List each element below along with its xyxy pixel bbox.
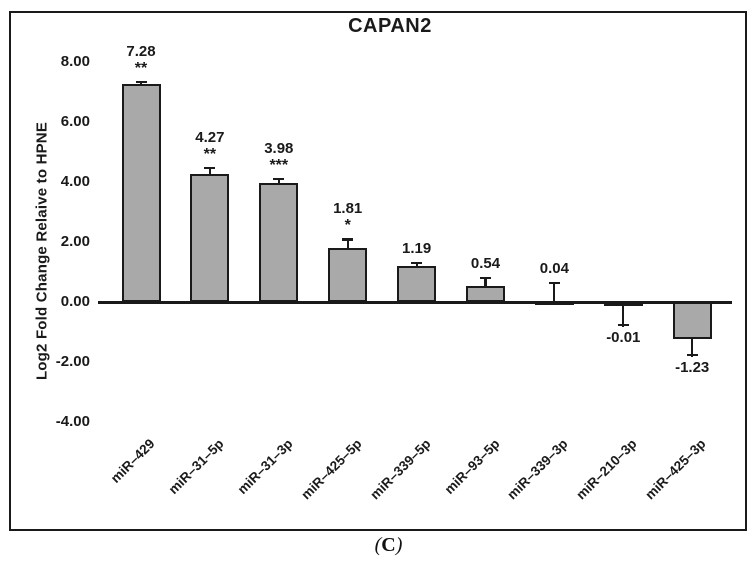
- caption-open-paren: (: [374, 534, 382, 556]
- error-bar-cap: [273, 177, 285, 180]
- bar-value-label: -1.23: [675, 359, 710, 377]
- error-bar-cap: [548, 281, 560, 284]
- error-bar-cap: [342, 238, 354, 241]
- bar-value-label: 3.98: [264, 139, 294, 157]
- y-tick-label: 6.00: [60, 113, 90, 130]
- error-bar: [553, 281, 556, 303]
- error-bar: [277, 177, 280, 185]
- bar-value-label: 7.28: [126, 43, 156, 61]
- error-bar-cap: [135, 81, 147, 84]
- bar-value-label: 1.19: [401, 239, 432, 257]
- significance-stars: ***: [269, 156, 289, 174]
- bar: [534, 300, 574, 305]
- bar-value-label: -0.01: [606, 328, 641, 346]
- y-tick-label: 4.00: [60, 173, 90, 190]
- significance-stars: **: [203, 146, 217, 164]
- chart-title: CAPAN2: [348, 15, 432, 37]
- error-bar: [208, 167, 211, 176]
- y-tick-label: 0.00: [60, 293, 90, 310]
- bar: [328, 247, 368, 302]
- error-bar: [691, 337, 694, 358]
- error-bar-cap: [480, 276, 491, 279]
- bar: [672, 302, 712, 339]
- bar: [190, 173, 230, 302]
- bar-value-label: 0.04: [539, 259, 569, 277]
- caption-close-paren: ): [395, 534, 403, 556]
- bar-value-label: 1.81: [333, 200, 363, 218]
- error-bar: [622, 301, 625, 327]
- x-axis-zero-line: [98, 301, 732, 304]
- bar: [121, 83, 161, 302]
- error-bar: [139, 81, 143, 86]
- significance-stars: *: [344, 217, 351, 235]
- y-tick-label: -2.00: [55, 353, 90, 370]
- error-bar-cap: [686, 354, 698, 357]
- y-tick-label: -4.00: [55, 413, 90, 430]
- bar-value-label: 4.27: [195, 129, 225, 147]
- y-tick-label: 2.00: [60, 233, 90, 250]
- caption-letter: C: [381, 534, 396, 556]
- y-tick-label: 8.00: [60, 53, 90, 70]
- error-bar: [346, 238, 349, 250]
- bar: [397, 266, 437, 302]
- bar-value-label: 0.54: [470, 254, 501, 272]
- bar: [466, 285, 505, 302]
- bar: [259, 182, 299, 302]
- error-bar-cap: [204, 167, 216, 170]
- bar: [603, 302, 643, 306]
- figure-caption: (C): [21, 534, 756, 557]
- error-bar-cap: [411, 261, 423, 264]
- significance-stars: **: [134, 60, 148, 78]
- error-bar-cap: [617, 323, 629, 326]
- error-bar: [415, 261, 418, 269]
- error-bar: [484, 276, 487, 288]
- figure-border: [9, 11, 747, 531]
